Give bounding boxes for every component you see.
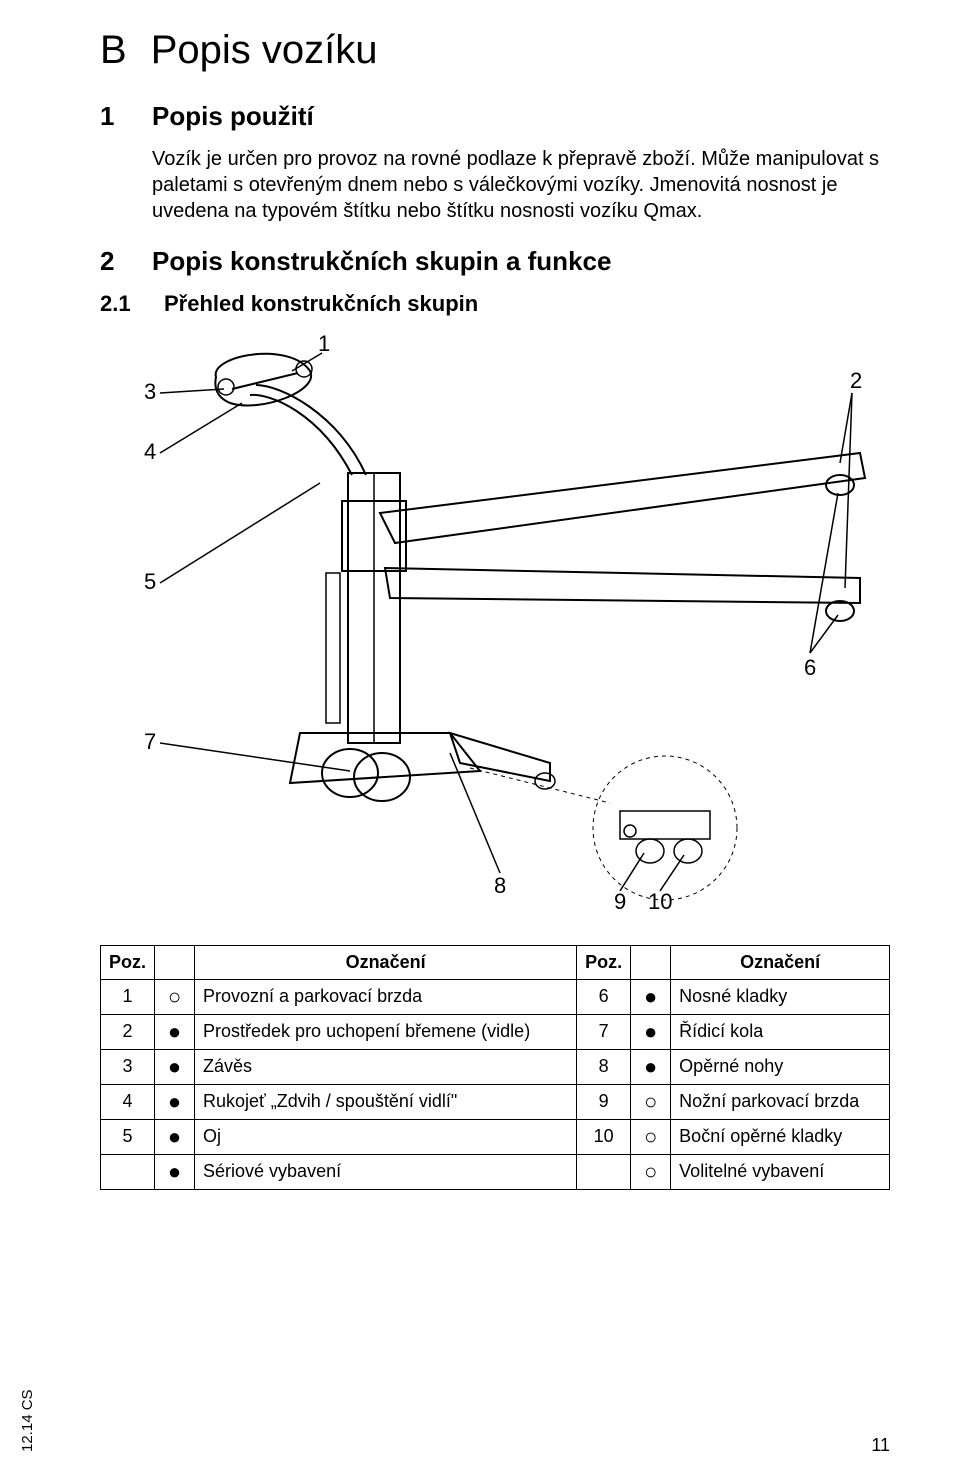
cell-pos: [101, 1155, 155, 1190]
cell-name: Řídicí kola: [671, 1015, 890, 1050]
callout-6: 6: [804, 655, 816, 680]
cell-sym: ○: [631, 1155, 671, 1190]
cell-name: Sériové vybavení: [195, 1155, 577, 1190]
cell-name: Opěrné nohy: [671, 1050, 890, 1085]
table-row: 1○Provozní a parkovací brzda6●Nosné klad…: [101, 980, 890, 1015]
callout-10: 10: [648, 889, 672, 913]
sec21-title: Přehled konstrukčních skupin: [164, 291, 478, 317]
parts-table: Poz. Označení Poz. Označení 1○Provozní a…: [100, 945, 890, 1190]
cell-pos: 9: [577, 1085, 631, 1120]
cell-sym: ○: [155, 980, 195, 1015]
cell-pos: 6: [577, 980, 631, 1015]
callout-3: 3: [144, 379, 156, 404]
cell-name: Nosné kladky: [671, 980, 890, 1015]
cell-sym: ○: [631, 1085, 671, 1120]
th-name-r: Označení: [671, 946, 890, 980]
callout-4: 4: [144, 439, 156, 464]
sec2-title: Popis konstrukčních skupin a funkce: [152, 246, 611, 277]
section-letter: B: [100, 28, 127, 73]
cell-name: Rukojeť „Zdvih / spouštění vidlí": [195, 1085, 577, 1120]
cell-pos: 5: [101, 1120, 155, 1155]
cell-sym: ●: [631, 980, 671, 1015]
table-row: 4●Rukojeť „Zdvih / spouštění vidlí"9○Nož…: [101, 1085, 890, 1120]
callout-1: 1: [318, 333, 330, 356]
cell-sym: ●: [631, 1015, 671, 1050]
cell-sym: ●: [631, 1050, 671, 1085]
cell-pos: 7: [577, 1015, 631, 1050]
table-row: 3●Závěs8●Opěrné nohy: [101, 1050, 890, 1085]
cell-name: Oj: [195, 1120, 577, 1155]
cell-sym: ●: [155, 1050, 195, 1085]
page-number: 11: [871, 1435, 890, 1456]
callout-2: 2: [850, 368, 862, 393]
sec1-title: Popis použití: [152, 101, 314, 132]
cell-name: Závěs: [195, 1050, 577, 1085]
cell-pos: 1: [101, 980, 155, 1015]
cell-pos: 10: [577, 1120, 631, 1155]
cell-sym: ●: [155, 1085, 195, 1120]
callout-9: 9: [614, 889, 626, 913]
assembly-diagram: 1 2 3 4 5 6 7 8 9 10: [120, 333, 900, 913]
cell-name: Boční opěrné kladky: [671, 1120, 890, 1155]
callout-7: 7: [144, 729, 156, 754]
cell-name: Prostředek pro uchopení břemene (vidle): [195, 1015, 577, 1050]
th-name-l: Označení: [195, 946, 577, 980]
cell-name: Provozní a parkovací brzda: [195, 980, 577, 1015]
cell-pos: 8: [577, 1050, 631, 1085]
table-row: ●Sériové vybavení ○Volitelné vybavení: [101, 1155, 890, 1190]
th-pos-l: Poz.: [101, 946, 155, 980]
cell-name: Volitelné vybavení: [671, 1155, 890, 1190]
cell-pos: 2: [101, 1015, 155, 1050]
cell-sym: ●: [155, 1120, 195, 1155]
cell-pos: 3: [101, 1050, 155, 1085]
sec2-num: 2: [100, 246, 128, 277]
cell-name: Nožní parkovací brzda: [671, 1085, 890, 1120]
cell-sym: ○: [631, 1120, 671, 1155]
th-sym-r: [631, 946, 671, 980]
callout-5: 5: [144, 569, 156, 594]
page-title: Popis vozíku: [151, 28, 378, 73]
cell-sym: ●: [155, 1015, 195, 1050]
sec1-num: 1: [100, 101, 128, 132]
sec1-body: Vozík je určen pro provoz na rovné podla…: [152, 146, 890, 224]
table-row: 5●Oj10○Boční opěrné kladky: [101, 1120, 890, 1155]
callout-8: 8: [494, 873, 506, 898]
th-sym-l: [155, 946, 195, 980]
sec21-num: 2.1: [100, 291, 140, 317]
table-row: 2●Prostředek pro uchopení břemene (vidle…: [101, 1015, 890, 1050]
cell-sym: ●: [155, 1155, 195, 1190]
side-label: 12.14 CS: [19, 1389, 36, 1452]
th-pos-r: Poz.: [577, 946, 631, 980]
cell-pos: [577, 1155, 631, 1190]
cell-pos: 4: [101, 1085, 155, 1120]
